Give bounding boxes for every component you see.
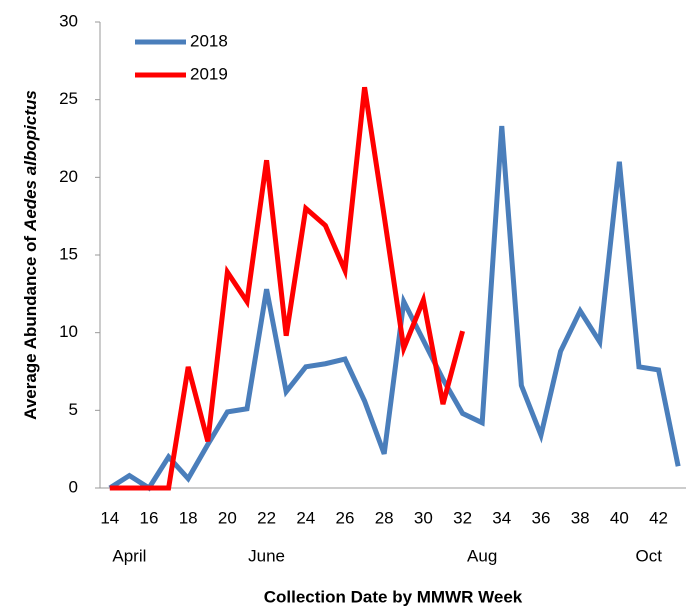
y-tick-label: 15 — [59, 244, 78, 263]
x-tick-label: 38 — [571, 508, 590, 527]
series-line — [109, 86, 465, 491]
x-tick-label: 40 — [610, 508, 629, 527]
y-tick-label: 25 — [59, 89, 78, 108]
x-tick-label: 36 — [532, 508, 551, 527]
x-tick-label: 24 — [296, 508, 315, 527]
month-label: June — [248, 546, 285, 565]
y-tick-label: 30 — [59, 11, 78, 30]
month-label: Aug — [467, 546, 497, 565]
month-label: Oct — [636, 546, 663, 565]
x-tick-label: 18 — [179, 508, 198, 527]
y-axis-title-part: Aedes albopictus — [21, 90, 40, 232]
y-tick-label: 5 — [69, 400, 78, 419]
x-tick-label: 16 — [140, 508, 159, 527]
month-label: April — [112, 546, 146, 565]
x-tick-label: 14 — [100, 508, 119, 527]
y-tick-label: 10 — [59, 322, 78, 341]
series-line — [108, 125, 681, 492]
x-axis-title: Collection Date by MMWR Week — [264, 587, 523, 606]
y-axis-title-part: Average Abundance of — [21, 236, 40, 420]
x-tick-label: 26 — [336, 508, 355, 527]
x-tick-label: 34 — [492, 508, 511, 527]
y-tick-label: 0 — [69, 477, 78, 496]
x-tick-label: 22 — [257, 508, 276, 527]
x-tick-label: 32 — [453, 508, 472, 527]
legend-label: 2019 — [190, 64, 228, 83]
x-tick-label: 30 — [414, 508, 433, 527]
y-axis-title: Average Abundance of Aedes albopictus — [21, 90, 40, 420]
y-tick-label: 20 — [59, 167, 78, 186]
x-tick-label: 42 — [649, 508, 668, 527]
x-tick-label: 28 — [375, 508, 394, 527]
legend-label: 2018 — [190, 31, 228, 50]
x-tick-label: 20 — [218, 508, 237, 527]
